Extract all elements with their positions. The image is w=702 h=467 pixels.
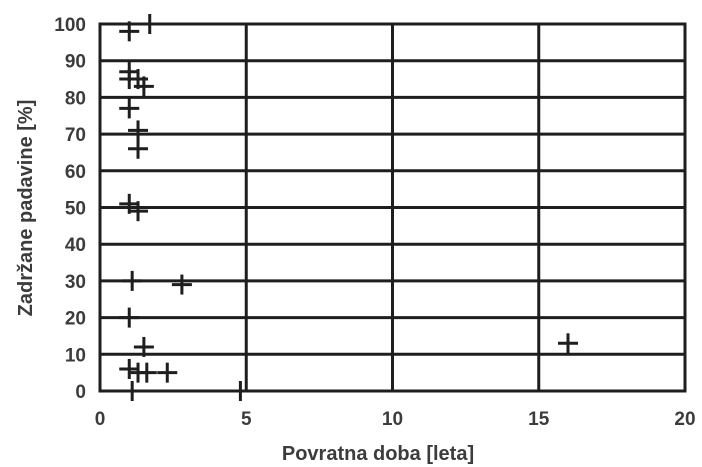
data-point [122, 381, 143, 401]
x-tick-labels: 0 5 10 15 20 [95, 409, 696, 430]
y-tick-label: 20 [65, 309, 86, 330]
y-tick-label: 70 [65, 125, 86, 146]
data-point [133, 76, 154, 97]
x-tick-label: 15 [528, 409, 550, 430]
x-tick-label: 0 [95, 409, 106, 430]
plot-frame [98, 22, 687, 393]
y-tick-labels: 0 10 20 30 40 50 60 70 80 90 100 [54, 15, 86, 403]
y-axis-label: Zadržane padavine [%] [15, 100, 37, 317]
data-point [119, 358, 140, 379]
y-tick-label: 80 [65, 88, 86, 109]
x-tick-label: 10 [382, 409, 403, 430]
data-point [230, 381, 251, 401]
data-point [119, 98, 140, 119]
grid [98, 22, 687, 393]
data-point [122, 270, 143, 291]
data-point [133, 336, 154, 357]
y-tick-label: 60 [65, 162, 86, 183]
data-point [119, 307, 140, 328]
data-point [128, 201, 149, 222]
y-tick-label: 10 [65, 345, 86, 366]
data-points [119, 14, 578, 401]
x-tick-label: 20 [674, 409, 695, 430]
x-axis-label: Povratna doba [leta] [282, 443, 474, 465]
y-tick-label: 50 [65, 199, 86, 220]
x-tick-label: 5 [241, 409, 252, 430]
data-point [157, 362, 178, 383]
y-tick-label: 90 [65, 52, 86, 73]
data-point [128, 138, 149, 159]
data-point [558, 333, 578, 354]
y-tick-label: 100 [54, 15, 86, 36]
data-point [119, 21, 140, 42]
data-point [136, 362, 157, 383]
data-point [171, 274, 192, 295]
y-tick-label: 30 [65, 272, 86, 293]
y-tick-label: 40 [65, 235, 86, 256]
data-point [139, 14, 160, 34]
data-point [128, 120, 149, 141]
y-tick-label: 0 [75, 382, 86, 403]
